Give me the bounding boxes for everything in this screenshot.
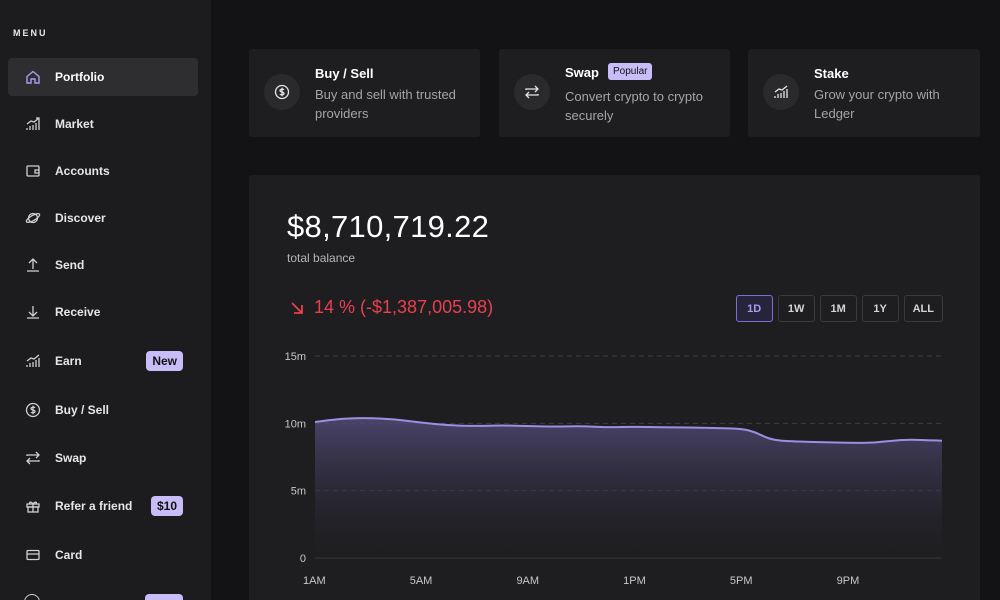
x-tick-label: 9AM [516,575,539,587]
stake-card[interactable]: Stake Grow your crypto with Ledger [748,49,980,137]
sidebar-item-swap[interactable]: Swap [8,439,198,477]
swap-card[interactable]: Swap Popular Convert crypto to crypto se… [499,49,730,137]
x-tick-label: 5PM [730,575,753,587]
balance-change: 14 % (-$1,387,005.98) [289,297,493,318]
card-title: Swap [565,65,599,80]
planet-icon [24,209,42,227]
range-button-1m[interactable]: 1M [819,295,857,322]
sidebar-item-label: Accounts [55,164,110,178]
sidebar-item-label: Earn [55,354,82,368]
card-title: Stake [814,66,849,81]
x-tick-label: 5AM [410,575,433,587]
sidebar-item-send[interactable]: Send [8,246,198,284]
sidebar-item-label: Card [55,548,83,562]
partial-nav-icon [24,594,40,600]
sidebar-item-label: Swap [55,451,87,465]
sidebar-item-refer-a-friend[interactable]: Refer a friend $10 [8,487,198,525]
sidebar-item-card[interactable]: Card [8,536,198,574]
range-button-all[interactable]: ALL [903,295,943,322]
sidebar-item-label: Receive [55,305,101,319]
swap-arrows-icon [514,74,550,110]
menu-title: MENU [13,28,48,38]
send-arrow-up-icon [24,256,42,274]
y-tick-label: 5m [291,486,306,498]
sidebar-item-label: Send [55,258,85,272]
total-balance-label: total balance [287,251,356,265]
y-tick-label: 15m [285,351,306,363]
sidebar-item-label: Portfolio [55,70,105,84]
y-tick-label: 0 [300,553,306,565]
x-tick-label: 1AM [303,575,326,587]
balance-chart: 0 5m 10m 15m 1AM 5AM 9AM 1PM 5PM 9PM [285,351,943,587]
total-balance-value: $8,710,719.22 [287,209,490,244]
y-tick-label: 10m [285,418,306,430]
wallet-icon [24,162,42,180]
swap-arrows-icon [24,449,42,467]
sidebar-item-label: Market [55,117,94,131]
arrow-down-right-icon [291,301,303,314]
card-title: Buy / Sell [315,66,374,81]
new-badge: New [146,351,183,371]
dollar-coin-icon [264,74,300,110]
sidebar-item-label: Buy / Sell [55,403,110,417]
popular-tag: Popular [608,63,653,80]
dollar-coin-icon [24,401,42,419]
card-icon [24,546,42,564]
stake-chart-icon [763,74,799,110]
range-button-1w[interactable]: 1W [777,295,815,322]
sidebar-item-portfolio[interactable]: Portfolio [8,58,198,96]
sidebar-item-market[interactable]: Market [8,105,198,143]
card-description: Buy and sell with trusted providers [315,87,456,121]
sidebar: MENU Portfolio Market Accounts Discover … [0,0,211,600]
sidebar-item-earn[interactable]: Earn New [8,342,198,380]
home-icon [24,68,42,86]
partial-nav-badge [145,594,183,600]
sidebar-item-label: Refer a friend [55,499,133,513]
referral-bonus-badge: $10 [150,496,183,516]
balance-panel: $8,710,719.22 total balance 14 % (-$1,38… [249,175,980,600]
x-tick-label: 1PM [623,575,646,587]
receive-arrow-down-icon [24,303,42,321]
card-description: Convert crypto to crypto securely [565,89,703,123]
x-tick-label: 9PM [837,575,860,587]
market-chart-icon [24,115,42,133]
earn-chart-icon [24,352,42,370]
sidebar-item-accounts[interactable]: Accounts [8,152,198,190]
sidebar-item-buy-sell[interactable]: Buy / Sell [8,391,198,429]
balance-area-fill [315,418,942,558]
buy-sell-card[interactable]: Buy / Sell Buy and sell with trusted pro… [249,49,480,137]
balance-change-text: 14 % (-$1,387,005.98) [314,297,494,317]
range-button-1d[interactable]: 1D [735,295,773,322]
gift-icon [24,497,42,515]
time-range-selector: 1D 1W 1M 1Y ALL [735,295,943,322]
sidebar-item-label: Discover [55,211,106,225]
range-button-1y[interactable]: 1Y [861,295,899,322]
sidebar-item-discover[interactable]: Discover [8,199,198,237]
sidebar-item-receive[interactable]: Receive [8,293,198,331]
card-description: Grow your crypto with Ledger [814,87,940,121]
balance-series-line [314,417,943,444]
